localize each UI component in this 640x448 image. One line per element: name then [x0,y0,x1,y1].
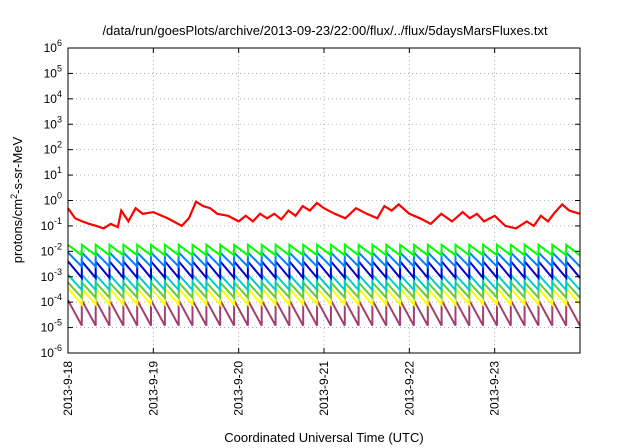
y-tick-label: 10-5 [41,318,62,335]
y-tick-label: 10-3 [41,267,62,284]
series-line [67,279,581,301]
series-line [67,272,581,293]
y-tick-label: 101 [44,165,62,182]
y-axis-label-sup: 2 [9,194,19,199]
y-tick-label: 105 [44,63,62,80]
series-line [67,258,581,281]
x-tick-label: 2013-9-19 [146,361,160,416]
x-tick-label: 2013-9-23 [488,361,502,416]
series-layer [67,200,581,327]
y-axis-label-prefix: protons/cm [10,199,25,263]
x-tick-label: 2013-9-22 [402,361,416,416]
y-tick-label: 100 [44,191,62,208]
y-axis: 10-6 10-5 10-4 10-3 10-2 10-1 100 101 102 103 104 1… [41,38,580,360]
y-tick-label: 106 [44,38,62,55]
y-tick-label: 102 [44,140,62,157]
grid [67,48,580,353]
x-tick-label: 2013-9-20 [232,361,246,416]
y-axis-label-suffix: -s-sr-MeV [10,136,25,193]
y-tick-label: 104 [44,89,62,106]
y-tick-label: 10-2 [41,241,62,258]
y-tick-label: 10-1 [41,216,62,233]
y-tick-label: 103 [44,114,62,131]
x-tick-label: 2013-9-21 [317,361,331,416]
x-tick-label: 2013-9-18 [61,361,75,416]
series-line [67,250,581,270]
x-axis: 2013-9-18 2013-9-19 2013-9-20 2013-9-21 2013… [61,48,502,416]
y-axis-label: protons/cm2-s-sr-MeV [9,136,25,263]
chart-title: /data/run/goesPlots/archive/2013-09-23/2… [102,23,548,38]
series-line [67,299,581,327]
y-tick-label: 10-4 [41,292,62,309]
series-line [67,200,581,230]
y-tick-label: 10-6 [41,343,62,360]
series-line [67,242,581,258]
series-line [67,285,581,308]
x-axis-label: Coordinated Universal Time (UTC) [224,430,423,445]
